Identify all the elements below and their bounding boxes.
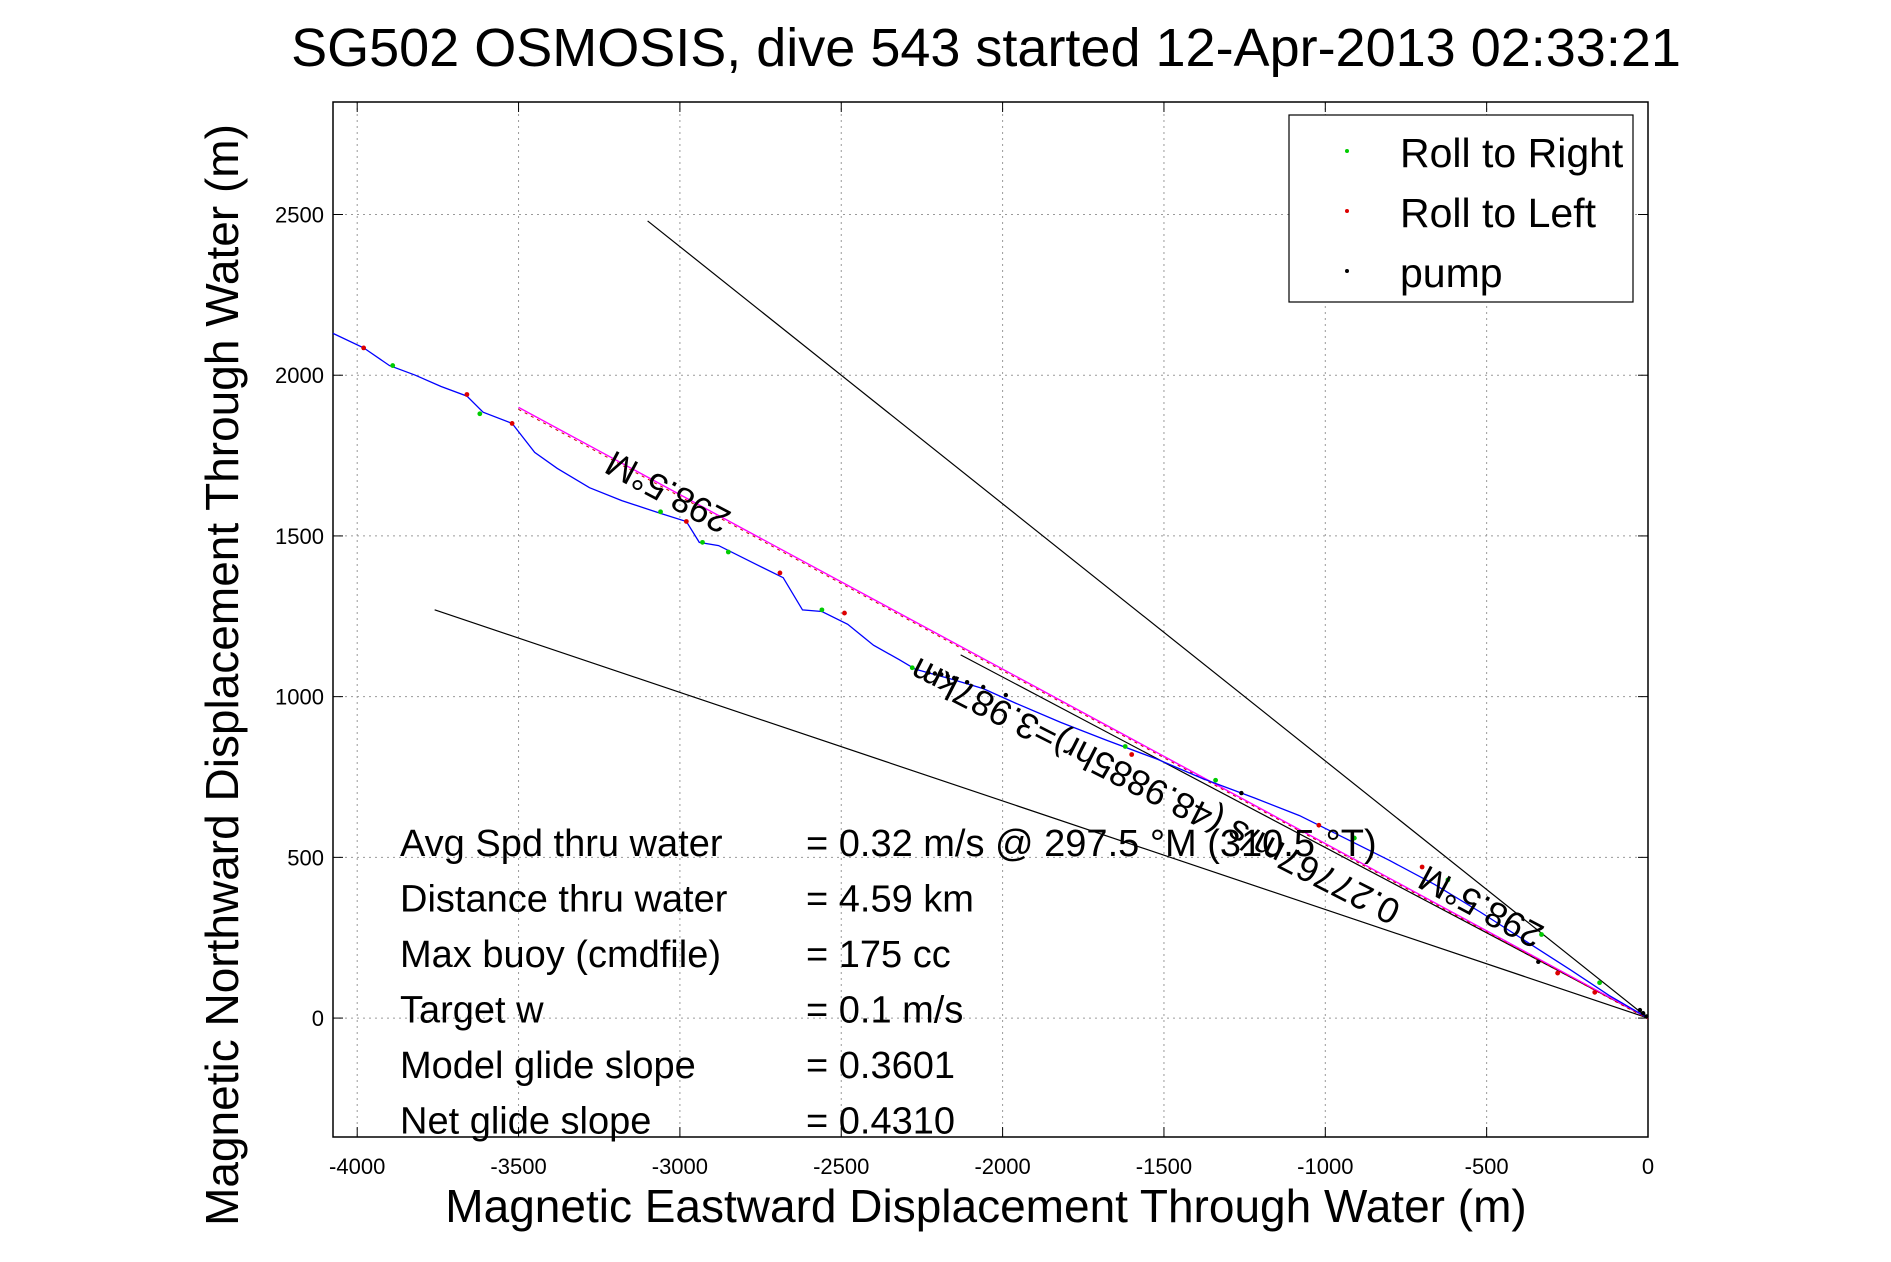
roll-right-point [725,549,731,555]
roll-left-point [1316,822,1322,828]
x-tick-label: -3000 [652,1154,708,1179]
roll-right-point [1213,777,1218,783]
stat-value: = 0.1 m/s [806,990,963,1032]
markers [361,345,1649,1019]
reference-line [434,609,1649,1019]
stat-value: = 0.3601 [806,1045,955,1087]
roll-left-point [361,345,367,351]
roll-left-point [842,610,847,616]
stat-label: Model glide slope [400,1045,696,1087]
legend: Roll to Right Roll to Left pump [1288,114,1634,303]
roll-right-point [1597,980,1602,986]
stat-label: Target w [400,990,544,1032]
x-tick-label: -3500 [490,1154,546,1179]
x-tick-label: -500 [1465,1154,1509,1179]
roll-right-point [909,665,915,671]
legend-marker [1345,269,1349,273]
pump-point [951,675,957,681]
roll-right-point [700,539,705,545]
y-tick-label: 2000 [275,363,324,388]
x-tick-label: 0 [1642,1154,1654,1179]
roll-right-point [1122,744,1128,749]
roll-left-point [1555,970,1561,976]
stat-label: Max buoy (cmdfile) [400,934,721,976]
track [332,332,1649,1019]
pump-point [1536,959,1541,965]
reference-line [647,220,1649,1019]
roll-right-point [1539,932,1544,937]
x-axis-label: Magnetic Eastward Displacement Through W… [445,1180,1526,1232]
stat-label: Avg Spd thru water [400,823,723,865]
plot-frame [332,101,1649,1138]
stat-value: = 4.59 km [806,879,974,921]
pump-point [1239,790,1244,796]
pump-point [1637,1007,1643,1013]
roll-left-point [464,392,470,397]
pump-point [1640,1011,1646,1016]
legend-marker [1345,209,1349,213]
legend-label: Roll to Right [1400,130,1624,176]
roll-left-point [683,519,689,524]
x-tick-label: -1000 [1297,1154,1353,1179]
stat-label: Distance thru water [400,879,728,921]
roll-right-point [390,363,396,368]
roll-right-point [1445,877,1451,883]
roll-left-point [1419,864,1425,870]
chart-title: SG502 OSMOSIS, dive 543 started 12-Apr-2… [291,18,1681,78]
pump-point [939,672,944,677]
track-line [332,332,1649,1019]
pump-point [1003,692,1009,698]
y-tick-label: 0 [312,1006,324,1031]
roll-right-point [1351,835,1357,841]
pump-point [945,673,950,679]
stats-block: Avg Spd thru water = 0.32 m/s @ 297.5 °M … [400,823,1377,1143]
stat-value: = 175 cc [806,934,951,976]
legend-label: Roll to Left [1400,190,1597,236]
x-tick-label: -1500 [1136,1154,1192,1179]
reference-lines [434,220,1649,1020]
y-tick-label: 1000 [275,685,324,710]
y-tick-label: 1500 [275,524,324,549]
pump-point [964,679,970,685]
y-tick-label: 500 [287,845,324,870]
stat-value: = 0.4310 [806,1101,955,1143]
roll-left-point [509,421,515,426]
roll-right-point [819,607,825,613]
pump-point [926,670,931,675]
axis-ticks: -4000 -3500 -3000 -2500 -2000 -1500 -1000 -500 0… [275,102,1654,1179]
y-tick-label: 2500 [275,203,324,228]
legend-label: pump [1400,250,1503,296]
heading-line [518,406,1649,1019]
pump-point [981,684,986,690]
roll-left-point [777,570,783,576]
stat-value: = 0.32 m/s @ 297.5 °M (310.5 °T) [806,823,1377,865]
roll-left-point [1129,752,1135,757]
roll-right-point [477,411,483,417]
x-tick-label: -2000 [974,1154,1030,1179]
roll-left-point [1592,989,1598,995]
roll-right-point [658,509,663,515]
pump-point [932,671,938,676]
x-tick-label: -4000 [329,1154,385,1179]
reference-line [960,654,1649,1019]
stat-label: Net glide slope [400,1101,651,1143]
legend-marker [1345,149,1349,153]
y-axis-label: Magnetic Northward Displacement Through … [196,124,248,1226]
pump-point [1644,1014,1649,1019]
x-tick-label: -2500 [813,1154,869,1179]
